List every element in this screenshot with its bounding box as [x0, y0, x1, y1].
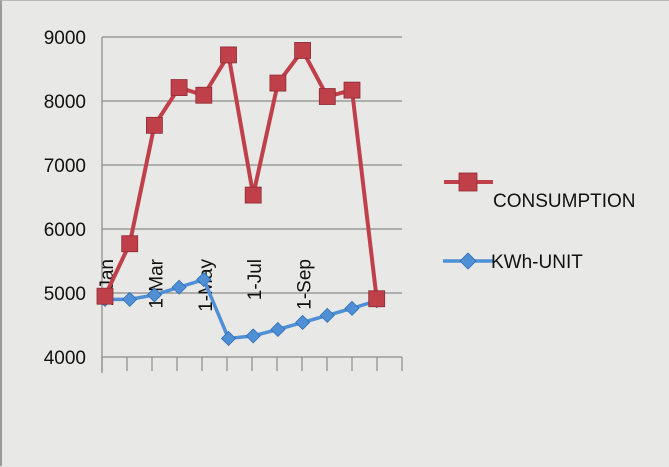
legend: CONSUMPTION KWh-UNIT — [443, 172, 636, 273]
y-tick-label: 4000 — [44, 348, 86, 369]
point-kwh-unit — [220, 330, 237, 347]
point-consumption — [170, 79, 188, 96]
point-kwh-unit — [344, 300, 360, 316]
point-consumption — [121, 235, 139, 253]
point-kwh-unit — [196, 271, 212, 288]
y-tick-label: 6000 — [44, 220, 86, 241]
point-kwh-unit — [295, 314, 311, 331]
point-kwh-unit — [146, 287, 162, 303]
point-consumption — [220, 46, 237, 64]
point-kwh-unit — [245, 328, 261, 344]
legend-marker-kwh-unit — [459, 252, 477, 270]
y-tick-label: 5000 — [44, 284, 86, 305]
point-consumption — [269, 74, 287, 92]
legend-marker-consumption — [458, 172, 478, 192]
x-tick-label: 1-Mar — [146, 258, 167, 308]
point-consumption — [145, 116, 163, 134]
point-consumption — [195, 86, 213, 104]
axes — [101, 37, 403, 373]
legend-label-consumption: CONSUMPTION — [493, 191, 636, 212]
legend-label-kwh-unit: KWh-UNIT — [491, 252, 583, 273]
point-consumption — [244, 186, 262, 204]
y-tick-label: 7000 — [44, 156, 86, 177]
point-kwh-unit — [122, 291, 138, 307]
point-consumption — [343, 81, 361, 99]
point-consumption — [318, 88, 336, 105]
y-tick-label: 8000 — [44, 92, 86, 113]
x-tick-label: 1-Sep — [295, 259, 316, 310]
y-tick-labels: 4000 5000 6000 7000 8000 9000 — [44, 28, 86, 369]
series-lines — [96, 42, 386, 347]
legend-item-consumption: CONSUMPTION — [444, 172, 636, 212]
point-kwh-unit — [270, 321, 286, 338]
legend-item-kwh-unit: KWh-UNIT — [443, 252, 583, 273]
point-kwh-unit — [319, 307, 335, 323]
point-consumption — [294, 42, 312, 59]
point-kwh-unit — [171, 279, 187, 295]
point-consumption — [368, 290, 386, 308]
y-tick-label: 9000 — [44, 28, 86, 49]
point-consumption — [96, 287, 114, 305]
x-tick-label: 1-Jul — [245, 259, 266, 300]
